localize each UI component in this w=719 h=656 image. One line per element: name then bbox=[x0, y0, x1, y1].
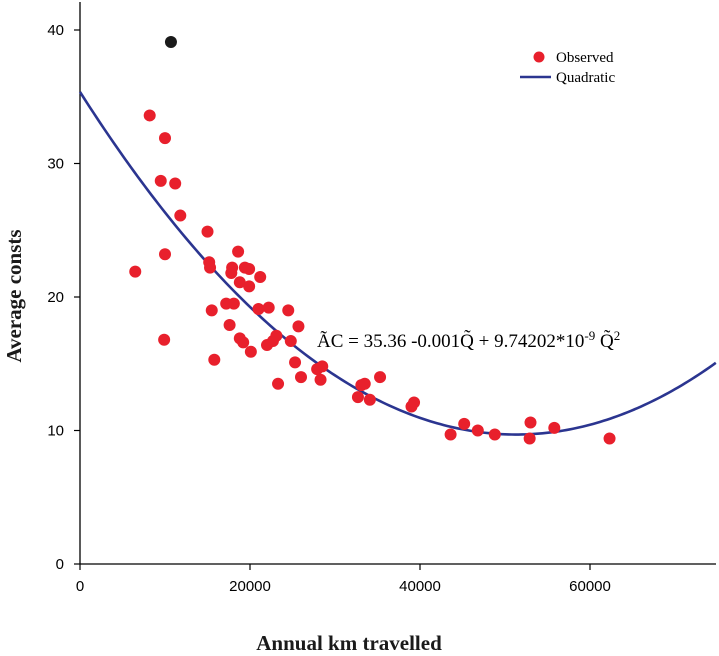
observed-point bbox=[158, 333, 171, 346]
observed-point bbox=[374, 371, 387, 384]
observed-point bbox=[363, 393, 376, 406]
observed-point bbox=[143, 109, 156, 122]
observed-point bbox=[282, 304, 295, 317]
y-axis-title: Average consts bbox=[2, 229, 26, 362]
observed-point bbox=[232, 245, 245, 258]
y-tick-label: 10 bbox=[47, 423, 64, 440]
observed-point bbox=[159, 248, 171, 261]
equation-term-2: Q̃ bbox=[595, 329, 614, 352]
observed-point bbox=[226, 261, 239, 274]
legend: Observed Quadratic bbox=[520, 50, 615, 86]
observed-point bbox=[295, 371, 307, 384]
observed-point bbox=[129, 265, 142, 278]
observed-point bbox=[237, 336, 250, 349]
observed-point bbox=[471, 424, 484, 437]
x-tick-label: 0 bbox=[76, 578, 84, 595]
legend-observed-label: Observed bbox=[556, 50, 614, 66]
y-axis-ticks: 0 10 20 30 40 bbox=[47, 22, 80, 573]
observed-point bbox=[252, 303, 265, 316]
observed-point bbox=[159, 132, 171, 145]
x-tick-label: 40000 bbox=[399, 578, 441, 595]
observed-point bbox=[243, 262, 256, 275]
equation-annotation: ÃC = 35.36 -0.001Q̃ + 9.74202*10-9 Q̃2 bbox=[317, 328, 620, 352]
observed-point bbox=[408, 396, 421, 409]
y-tick-label: 30 bbox=[47, 156, 64, 173]
x-tick-label: 60000 bbox=[569, 578, 611, 595]
observed-point bbox=[284, 335, 297, 348]
equation-exponent-1: -9 bbox=[584, 328, 595, 343]
observed-point bbox=[154, 174, 167, 187]
y-tick-label: 0 bbox=[56, 556, 64, 573]
observed-point bbox=[358, 377, 371, 390]
observed-point bbox=[174, 209, 187, 222]
y-tick-label: 40 bbox=[47, 22, 64, 39]
x-axis-ticks: 0 20000 40000 60000 bbox=[76, 564, 611, 595]
outlier-point bbox=[164, 36, 177, 49]
observed-point bbox=[523, 432, 536, 445]
observed-point bbox=[243, 280, 256, 293]
observed-point bbox=[205, 304, 218, 317]
observed-point bbox=[254, 270, 267, 283]
observed-point bbox=[204, 261, 217, 274]
observed-point bbox=[208, 353, 221, 366]
x-axis-title: Annual km travelled bbox=[256, 631, 442, 655]
observed-point bbox=[444, 428, 457, 441]
x-tick-label: 20000 bbox=[229, 578, 271, 595]
observed-point bbox=[201, 225, 214, 238]
equation-main: ÃC = 35.36 -0.001Q̃ + 9.74202*10 bbox=[317, 329, 584, 352]
quadratic-fit-line bbox=[78, 91, 717, 436]
observed-point bbox=[262, 301, 275, 314]
observed-point bbox=[524, 416, 537, 429]
observed-point bbox=[316, 360, 329, 373]
observed-point bbox=[244, 345, 257, 358]
legend-quadratic-label: Quadratic bbox=[556, 70, 615, 86]
observed-point bbox=[270, 329, 283, 342]
observed-point bbox=[272, 377, 285, 390]
observed-point bbox=[458, 417, 471, 430]
observed-point bbox=[351, 391, 364, 404]
legend-observed-marker bbox=[533, 51, 545, 63]
observed-point bbox=[289, 356, 302, 369]
observed-point bbox=[169, 177, 182, 190]
observed-point bbox=[233, 276, 246, 289]
equation-exponent-2: 2 bbox=[614, 328, 621, 343]
observed-point bbox=[292, 320, 305, 333]
observed-point bbox=[603, 432, 616, 445]
y-tick-label: 20 bbox=[47, 289, 64, 306]
observed-point bbox=[314, 373, 327, 386]
observed-point bbox=[548, 421, 561, 434]
observed-point bbox=[227, 297, 240, 310]
observed-points bbox=[129, 36, 616, 445]
observed-point bbox=[488, 428, 501, 441]
observed-point bbox=[223, 319, 236, 332]
